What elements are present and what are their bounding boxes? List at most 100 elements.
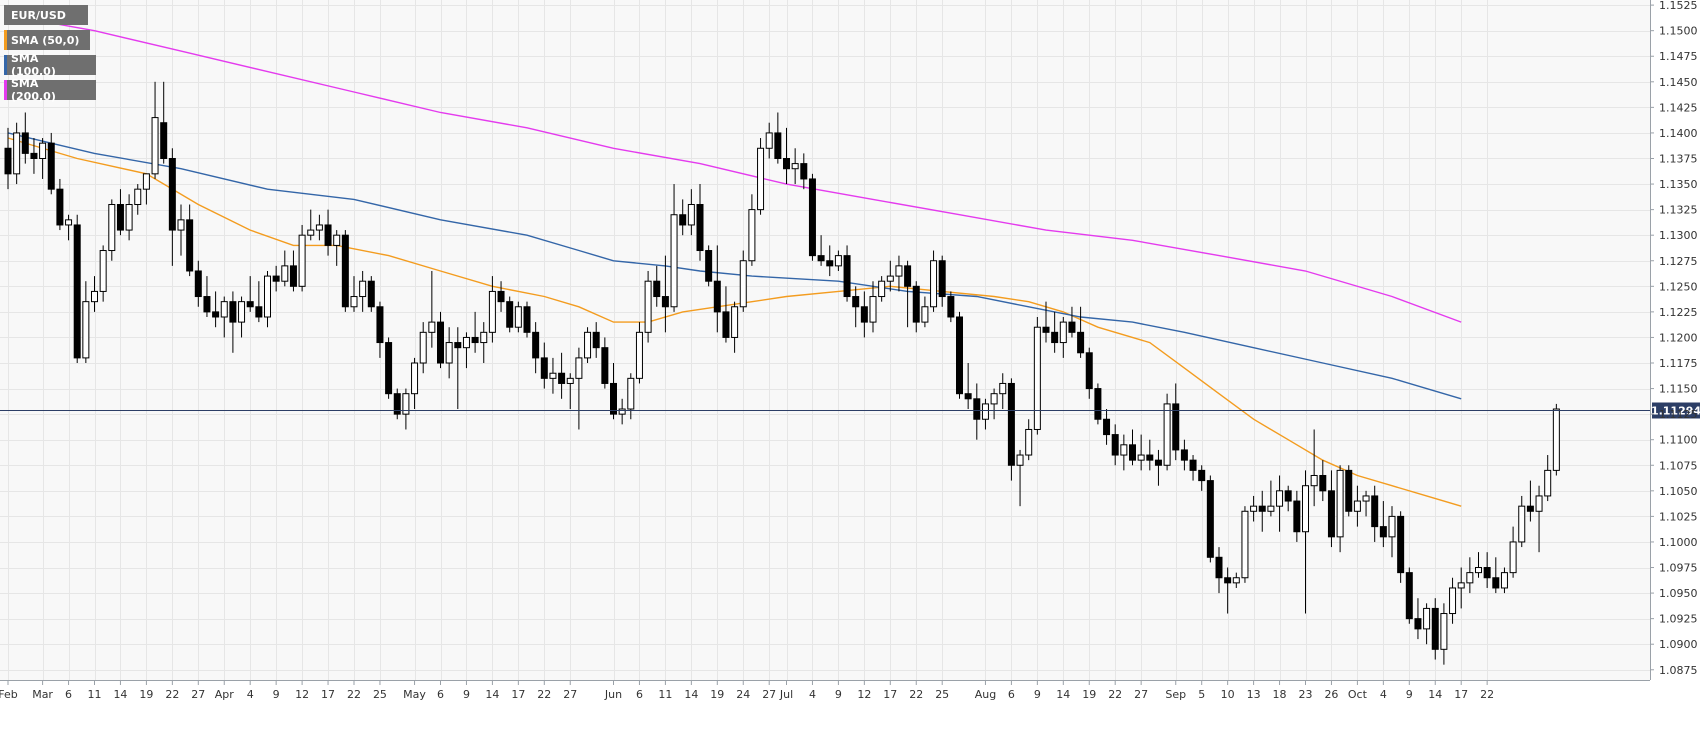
legend-item-sma100[interactable]: SMA (100,0) — [4, 52, 96, 78]
candle-body-127 — [1103, 418, 1111, 436]
candle-123 — [1068, 306, 1076, 338]
candle-body-89 — [774, 132, 782, 159]
candle-body-125 — [1085, 352, 1093, 390]
candle-body-178 — [1544, 469, 1552, 497]
candle-body-92 — [800, 163, 808, 180]
candle-body-119 — [1033, 326, 1041, 430]
candle-48 — [419, 322, 427, 374]
candle-135 — [1172, 383, 1180, 461]
candle-body-94 — [817, 255, 825, 262]
candle-117 — [1016, 449, 1024, 507]
candle-body-15 — [134, 188, 142, 206]
candle-body-24 — [212, 311, 220, 318]
candle-37 — [324, 209, 332, 256]
candle-168 — [1457, 567, 1465, 609]
price-tick-label-9: 1.1300 — [1659, 229, 1698, 242]
date-tick-label-40: 19 — [1082, 688, 1096, 701]
candle-body-72 — [627, 377, 635, 410]
date-tick-label-34: 22 — [909, 688, 923, 701]
date-tick-label-4: 14 — [113, 688, 127, 701]
candle-body-109 — [947, 296, 955, 318]
candle-body-39 — [341, 234, 349, 308]
candle-106 — [921, 296, 929, 328]
price-tick-label-6: 1.1375 — [1659, 152, 1698, 165]
candle-body-107 — [930, 260, 938, 308]
candle-body-46 — [402, 393, 410, 415]
candle-160 — [1388, 506, 1396, 558]
candle-body-133 — [1154, 459, 1162, 466]
last-price-badge — [1652, 402, 1700, 419]
candle-131 — [1137, 434, 1145, 471]
candle-body-54 — [471, 336, 479, 344]
candle-62 — [540, 342, 548, 389]
candle-body-134 — [1163, 403, 1171, 466]
candle-body-176 — [1526, 505, 1534, 512]
candle-body-157 — [1362, 495, 1370, 502]
candle-52 — [454, 327, 462, 410]
candle-162 — [1405, 567, 1413, 624]
candle-body-106 — [921, 306, 929, 323]
price-tick-label-3: 1.1450 — [1659, 76, 1698, 89]
candle-164 — [1423, 603, 1431, 645]
candle-142 — [1232, 572, 1240, 588]
candle-body-167 — [1449, 587, 1457, 615]
legend-item-symbol[interactable]: EUR/USD — [4, 5, 96, 25]
candle-152 — [1319, 460, 1327, 502]
candle-132 — [1146, 439, 1154, 471]
candle-body-42 — [367, 280, 375, 308]
candle-body-177 — [1535, 495, 1543, 512]
candle-158 — [1371, 485, 1379, 542]
candle-body-73 — [635, 331, 643, 379]
candle-body-132 — [1146, 454, 1154, 461]
candle-body-170 — [1475, 567, 1482, 574]
price-tick-label-5: 1.1400 — [1659, 127, 1698, 140]
candle-body-2 — [21, 132, 29, 154]
candle-body-104 — [904, 265, 912, 287]
candle-22 — [194, 260, 202, 307]
candle-83 — [722, 286, 730, 343]
candle-body-25 — [220, 301, 228, 318]
price-tick-label-7: 1.1350 — [1659, 178, 1698, 191]
candle-107 — [930, 250, 938, 312]
candle-body-40 — [350, 296, 358, 308]
candle-90 — [783, 127, 790, 185]
candle-body-130 — [1129, 444, 1136, 461]
candle-148 — [1284, 485, 1292, 512]
candle-body-21 — [186, 219, 194, 272]
candle-7 — [65, 214, 73, 241]
candle-59 — [514, 301, 522, 333]
candle-121 — [1051, 311, 1059, 353]
candle-body-114 — [990, 393, 998, 405]
candle-67 — [584, 327, 592, 364]
candle-18 — [160, 81, 168, 164]
candle-body-146 — [1267, 505, 1275, 512]
date-tick-label-45: 10 — [1221, 688, 1235, 701]
candle-6 — [56, 178, 64, 231]
candle-body-123 — [1068, 321, 1076, 333]
candle-13 — [116, 189, 124, 236]
candle-body-1 — [13, 132, 21, 175]
candle-0 — [4, 127, 12, 190]
candle-body-51 — [445, 342, 453, 364]
candle-body-124 — [1077, 331, 1085, 354]
candle-body-61 — [532, 331, 540, 359]
candle-body-60 — [523, 306, 531, 333]
candle-body-150 — [1302, 485, 1309, 533]
legend: EUR/USD SMA (50,0) SMA (100,0) SMA (200,… — [4, 5, 96, 105]
date-tick-label-25: 14 — [684, 688, 698, 701]
candle-163 — [1414, 598, 1422, 640]
last-price-label: 1.11294 — [1651, 405, 1701, 418]
candle-17 — [151, 81, 159, 179]
legend-item-sma200[interactable]: SMA (200,0) — [4, 77, 96, 103]
candle-body-77 — [670, 214, 678, 308]
date-tick-label-18: 14 — [485, 688, 499, 701]
legend-item-sma50[interactable]: SMA (50,0) — [4, 30, 96, 50]
candle-body-105 — [912, 285, 920, 323]
price-tick-label-22: 1.0975 — [1659, 562, 1698, 575]
candle-31 — [272, 265, 280, 292]
candle-98 — [852, 286, 860, 328]
candle-body-65 — [566, 377, 574, 384]
candle-2 — [21, 112, 29, 164]
